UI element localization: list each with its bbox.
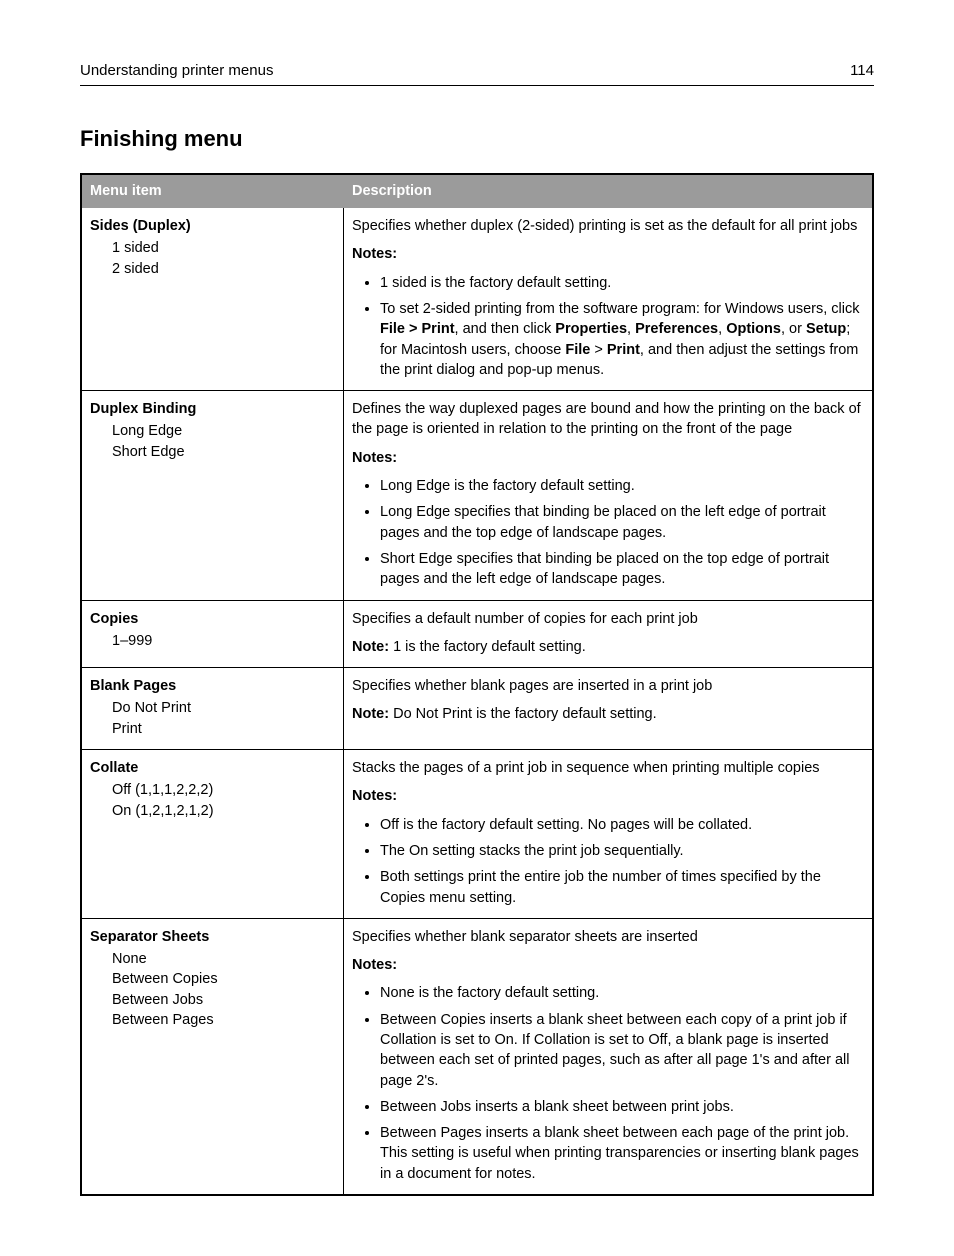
menu-option: 1 sided xyxy=(112,238,335,258)
header-title: Understanding printer menus xyxy=(80,60,273,81)
note-item: To set 2-sided printing from the softwar… xyxy=(380,299,864,380)
note-item: Between Copies inserts a blank sheet bet… xyxy=(380,1010,864,1091)
menu-item-title: Separator Sheets xyxy=(90,927,335,947)
menu-option: Between Pages xyxy=(112,1010,335,1030)
notes-label: Notes: xyxy=(352,788,397,804)
page-number: 114 xyxy=(850,60,874,81)
description-cell: Specifies a default number of copies for… xyxy=(344,600,874,668)
menu-item-cell: Duplex Binding Long Edge Short Edge xyxy=(81,391,344,600)
description-cell: Specifies whether blank separator sheets… xyxy=(344,918,874,1195)
menu-item-options: 1 sided 2 sided xyxy=(112,238,335,279)
menu-item-options: None Between Copies Between Jobs Between… xyxy=(112,949,335,1030)
note-item: Long Edge is the factory default setting… xyxy=(380,476,864,496)
note-item: Long Edge specifies that binding be plac… xyxy=(380,502,864,543)
menu-item-cell: Collate Off (1,1,1,2,2,2) On (1,2,1,2,1,… xyxy=(81,750,344,919)
menu-item-title: Copies xyxy=(90,609,335,629)
menu-option: Between Copies xyxy=(112,969,335,989)
menu-option: 2 sided xyxy=(112,259,335,279)
menu-option: Off (1,1,1,2,2,2) xyxy=(112,780,335,800)
description-cell: Defines the way duplexed pages are bound… xyxy=(344,391,874,600)
table-row: Separator Sheets None Between Copies Bet… xyxy=(81,918,873,1195)
note-item: Between Pages inserts a blank sheet betw… xyxy=(380,1123,864,1184)
menu-item-options: Do Not Print Print xyxy=(112,698,335,739)
desc-intro: Specifies a default number of copies for… xyxy=(352,609,864,629)
note-item: 1 sided is the factory default setting. xyxy=(380,273,864,293)
note-line: Note: Do Not Print is the factory defaul… xyxy=(352,704,864,724)
note-item: Between Jobs inserts a blank sheet betwe… xyxy=(380,1097,864,1117)
menu-item-cell: Blank Pages Do Not Print Print xyxy=(81,668,344,750)
notes-label: Notes: xyxy=(352,957,397,973)
notes-label: Notes: xyxy=(352,450,397,466)
finishing-menu-table: Menu item Description Sides (Duplex) 1 s… xyxy=(80,173,874,1196)
description-cell: Stacks the pages of a print job in seque… xyxy=(344,750,874,919)
table-row: Copies 1–999 Specifies a default number … xyxy=(81,600,873,668)
notes-label: Notes: xyxy=(352,246,397,262)
menu-item-options: 1–999 xyxy=(112,631,335,651)
menu-item-cell: Separator Sheets None Between Copies Bet… xyxy=(81,918,344,1195)
menu-item-cell: Sides (Duplex) 1 sided 2 sided xyxy=(81,208,344,391)
col-description: Description xyxy=(344,174,874,208)
table-row: Collate Off (1,1,1,2,2,2) On (1,2,1,2,1,… xyxy=(81,750,873,919)
desc-intro: Specifies whether blank pages are insert… xyxy=(352,676,864,696)
desc-intro: Specifies whether duplex (2-sided) print… xyxy=(352,216,864,236)
col-menu-item: Menu item xyxy=(81,174,344,208)
menu-option: On (1,2,1,2,1,2) xyxy=(112,801,335,821)
note-item: Off is the factory default setting. No p… xyxy=(380,815,864,835)
note-item: Both settings print the entire job the n… xyxy=(380,867,864,908)
section-title: Finishing menu xyxy=(80,124,874,155)
desc-intro: Specifies whether blank separator sheets… xyxy=(352,927,864,947)
menu-item-cell: Copies 1–999 xyxy=(81,600,344,668)
menu-item-title: Blank Pages xyxy=(90,676,335,696)
table-row: Sides (Duplex) 1 sided 2 sided Specifies… xyxy=(81,208,873,391)
description-cell: Specifies whether duplex (2-sided) print… xyxy=(344,208,874,391)
note-line: Note: 1 is the factory default setting. xyxy=(352,637,864,657)
table-row: Blank Pages Do Not Print Print Specifies… xyxy=(81,668,873,750)
menu-option: Long Edge xyxy=(112,421,335,441)
menu-item-title: Duplex Binding xyxy=(90,399,335,419)
menu-option: Short Edge xyxy=(112,442,335,462)
menu-option: Print xyxy=(112,719,335,739)
note-item: None is the factory default setting. xyxy=(380,983,864,1003)
desc-intro: Defines the way duplexed pages are bound… xyxy=(352,399,864,440)
menu-item-title: Sides (Duplex) xyxy=(90,216,335,236)
menu-option: Between Jobs xyxy=(112,990,335,1010)
page-header: Understanding printer menus 114 xyxy=(80,60,874,86)
note-item: The On setting stacks the print job sequ… xyxy=(380,841,864,861)
menu-option: 1–999 xyxy=(112,631,335,651)
note-item: Short Edge specifies that binding be pla… xyxy=(380,549,864,590)
menu-item-options: Long Edge Short Edge xyxy=(112,421,335,462)
desc-intro: Stacks the pages of a print job in seque… xyxy=(352,758,864,778)
menu-option: None xyxy=(112,949,335,969)
menu-option: Do Not Print xyxy=(112,698,335,718)
menu-item-title: Collate xyxy=(90,758,335,778)
menu-item-options: Off (1,1,1,2,2,2) On (1,2,1,2,1,2) xyxy=(112,780,335,821)
description-cell: Specifies whether blank pages are insert… xyxy=(344,668,874,750)
table-row: Duplex Binding Long Edge Short Edge Defi… xyxy=(81,391,873,600)
